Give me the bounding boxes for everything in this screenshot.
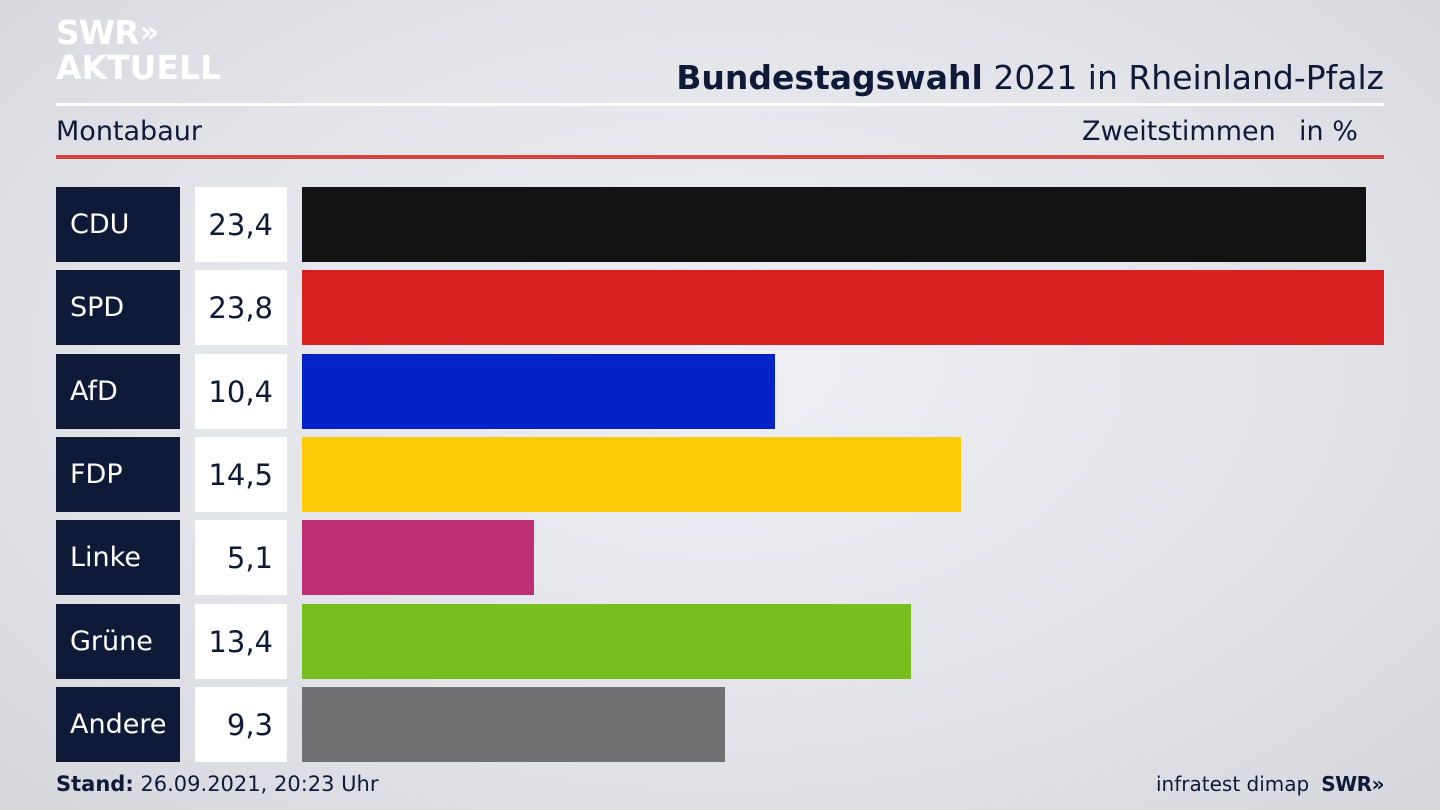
bar <box>302 520 534 595</box>
region-name: Montabaur <box>56 116 202 147</box>
logo-swr-text: SWR <box>56 13 140 52</box>
bar-row: Grüne 13,4 <box>56 604 1384 679</box>
bar <box>302 270 1384 345</box>
party-label: CDU <box>56 187 180 262</box>
bar-row: Andere 9,3 <box>56 687 1384 762</box>
bar <box>302 687 725 762</box>
stand-label: Stand: <box>56 772 134 796</box>
party-label: SPD <box>56 270 180 345</box>
bar <box>302 604 911 679</box>
party-label: FDP <box>56 437 180 512</box>
title-rest: 2021 in Rheinland-Pfalz <box>982 58 1384 97</box>
swr-aktuell-logo: SWR» AKTUELL <box>56 16 221 84</box>
vote-type-label: Zweitstimmen <box>1082 116 1276 147</box>
unit-label: in % <box>1299 116 1358 147</box>
value-label: 14,5 <box>195 437 287 512</box>
accent-divider <box>56 155 1384 159</box>
bar-row: SPD 23,8 <box>56 270 1384 345</box>
value-label: 5,1 <box>195 520 287 595</box>
source-credit: infratest dimap SWR» <box>1156 772 1384 796</box>
bar <box>302 187 1366 262</box>
page-title: Bundestagswahl 2021 in Rheinland-Pfalz <box>676 58 1384 97</box>
bar-row: Linke 5,1 <box>56 520 1384 595</box>
header-divider <box>56 103 1384 106</box>
value-label: 23,8 <box>195 270 287 345</box>
party-label: Andere <box>56 687 180 762</box>
party-label: Grüne <box>56 604 180 679</box>
timestamp: Stand: 26.09.2021, 20:23 Uhr <box>56 772 379 796</box>
value-label: 13,4 <box>195 604 287 679</box>
bar-row: CDU 23,4 <box>56 187 1384 262</box>
source-name: infratest dimap <box>1156 772 1310 796</box>
party-label: Linke <box>56 520 180 595</box>
title-bold: Bundestagswahl <box>676 58 983 97</box>
stand-value: 26.09.2021, 20:23 Uhr <box>133 772 379 796</box>
party-label: AfD <box>56 354 180 429</box>
value-label: 9,3 <box>195 687 287 762</box>
bar <box>302 437 961 512</box>
value-label: 10,4 <box>195 354 287 429</box>
bar-row: AfD 10,4 <box>56 354 1384 429</box>
bar <box>302 354 775 429</box>
logo-aktuell-text: AKTUELL <box>56 48 222 87</box>
bar-row: FDP 14,5 <box>56 437 1384 512</box>
value-label: 23,4 <box>195 187 287 262</box>
swr-small-logo: SWR» <box>1321 772 1384 796</box>
